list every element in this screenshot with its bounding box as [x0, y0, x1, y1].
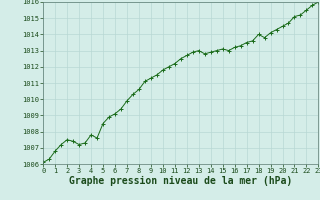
X-axis label: Graphe pression niveau de la mer (hPa): Graphe pression niveau de la mer (hPa) — [69, 176, 292, 186]
